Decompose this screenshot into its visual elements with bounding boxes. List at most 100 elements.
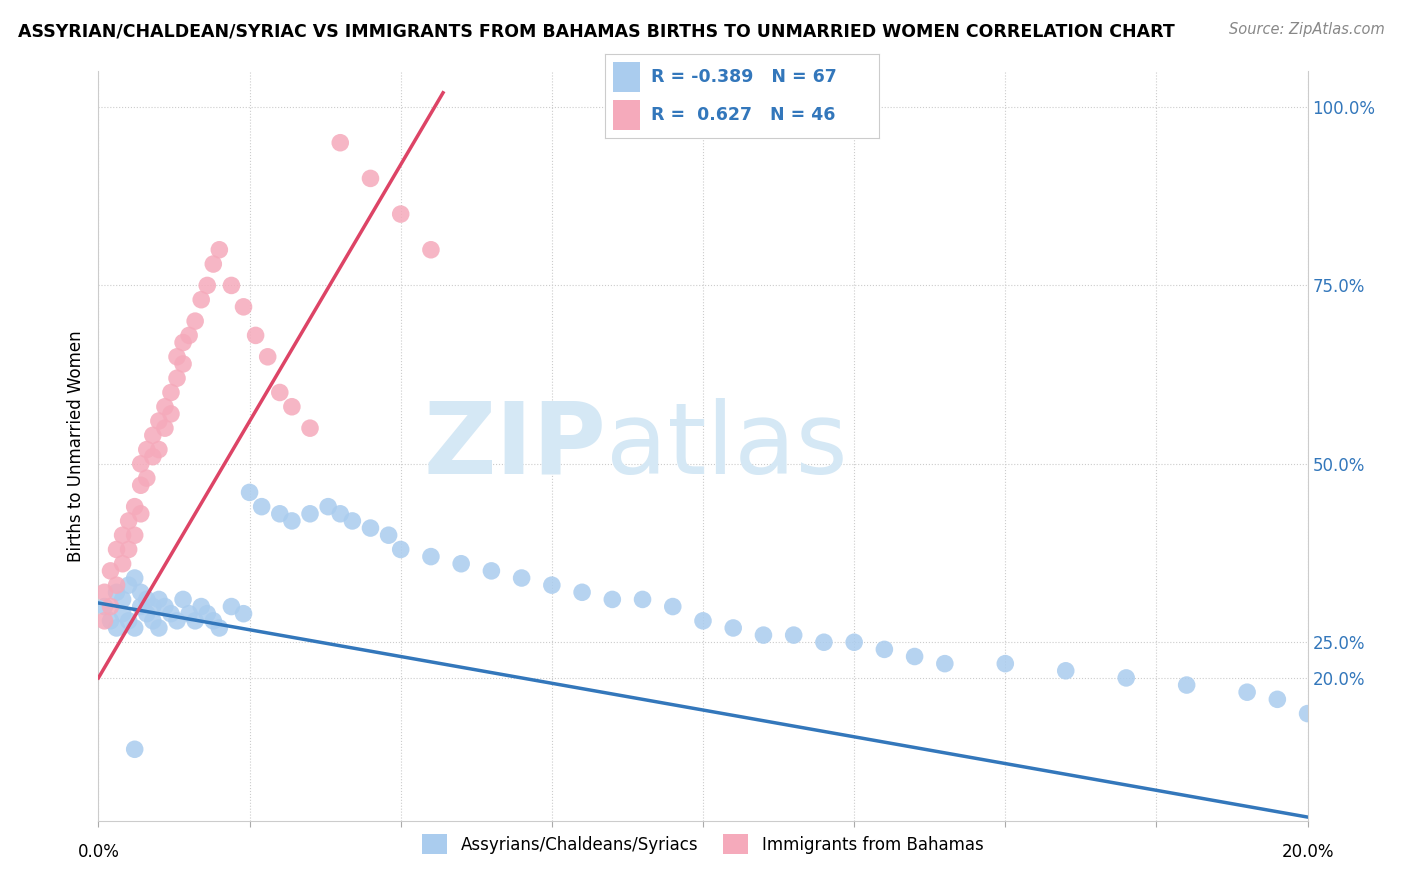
Point — [661, 599, 683, 614]
Text: Source: ZipAtlas.com: Source: ZipAtlas.com — [1229, 22, 1385, 37]
Point — [202, 257, 225, 271]
Point — [184, 614, 207, 628]
Bar — [613, 62, 640, 92]
Point — [172, 357, 194, 371]
Point — [129, 585, 152, 599]
Point — [118, 578, 141, 592]
Point — [873, 642, 896, 657]
Point — [105, 542, 128, 557]
Point — [153, 421, 176, 435]
Point — [208, 621, 231, 635]
Text: R = -0.389   N = 67: R = -0.389 N = 67 — [651, 68, 837, 86]
Point — [250, 500, 273, 514]
Point — [160, 407, 183, 421]
Text: R =  0.627   N = 46: R = 0.627 N = 46 — [651, 106, 835, 124]
Point — [100, 599, 122, 614]
Point — [148, 414, 170, 428]
Point — [111, 557, 134, 571]
Point — [1115, 671, 1137, 685]
Point — [232, 607, 254, 621]
Point — [420, 549, 443, 564]
Point — [124, 742, 146, 756]
Point — [166, 614, 188, 628]
Point — [1296, 706, 1319, 721]
Point — [232, 300, 254, 314]
Legend: Assyrians/Chaldeans/Syriacs, Immigrants from Bahamas: Assyrians/Chaldeans/Syriacs, Immigrants … — [416, 828, 990, 861]
Point — [256, 350, 278, 364]
Point — [360, 521, 382, 535]
Point — [510, 571, 533, 585]
Point — [342, 514, 364, 528]
Point — [571, 585, 593, 599]
Point — [184, 314, 207, 328]
Point — [142, 599, 165, 614]
Point — [118, 514, 141, 528]
Point — [105, 585, 128, 599]
Point — [994, 657, 1017, 671]
Point — [135, 471, 157, 485]
Point — [111, 592, 134, 607]
Bar — [613, 100, 640, 130]
Point — [269, 385, 291, 400]
Point — [148, 621, 170, 635]
Point — [389, 542, 412, 557]
Point — [752, 628, 775, 642]
Point — [420, 243, 443, 257]
Point — [179, 328, 201, 343]
Point — [1175, 678, 1198, 692]
Point — [239, 485, 262, 500]
Text: ZIP: ZIP — [423, 398, 606, 494]
Point — [202, 614, 225, 628]
Point — [631, 592, 654, 607]
Point — [190, 293, 212, 307]
Point — [269, 507, 291, 521]
Point — [148, 592, 170, 607]
Point — [179, 607, 201, 621]
Text: atlas: atlas — [606, 398, 848, 494]
Point — [389, 207, 412, 221]
Text: ASSYRIAN/CHALDEAN/SYRIAC VS IMMIGRANTS FROM BAHAMAS BIRTHS TO UNMARRIED WOMEN CO: ASSYRIAN/CHALDEAN/SYRIAC VS IMMIGRANTS F… — [18, 22, 1175, 40]
Point — [692, 614, 714, 628]
Point — [245, 328, 267, 343]
Point — [221, 599, 243, 614]
Point — [221, 278, 243, 293]
Point — [129, 507, 152, 521]
Point — [105, 621, 128, 635]
Point — [316, 500, 339, 514]
Text: 20.0%: 20.0% — [1281, 843, 1334, 861]
Point — [129, 478, 152, 492]
Point — [111, 607, 134, 621]
Point — [934, 657, 956, 671]
Point — [148, 442, 170, 457]
Point — [124, 571, 146, 585]
Point — [481, 564, 503, 578]
Point — [135, 592, 157, 607]
Point — [723, 621, 745, 635]
Point — [299, 507, 322, 521]
Point — [118, 614, 141, 628]
Point — [281, 514, 304, 528]
Point — [195, 278, 218, 293]
Text: 0.0%: 0.0% — [77, 843, 120, 861]
Point — [129, 457, 152, 471]
Point — [135, 442, 157, 457]
Point — [1054, 664, 1077, 678]
Point — [129, 599, 152, 614]
Point — [166, 371, 188, 385]
Point — [190, 599, 212, 614]
Point — [111, 528, 134, 542]
Point — [329, 136, 352, 150]
Point — [377, 528, 399, 542]
Point — [93, 585, 115, 599]
Point — [172, 592, 194, 607]
Point — [166, 350, 188, 364]
Point — [142, 450, 165, 464]
Point — [208, 243, 231, 257]
Point — [105, 578, 128, 592]
Point — [100, 614, 122, 628]
Point — [153, 599, 176, 614]
Point — [450, 557, 472, 571]
Point — [813, 635, 835, 649]
Point — [135, 607, 157, 621]
Point — [142, 428, 165, 442]
